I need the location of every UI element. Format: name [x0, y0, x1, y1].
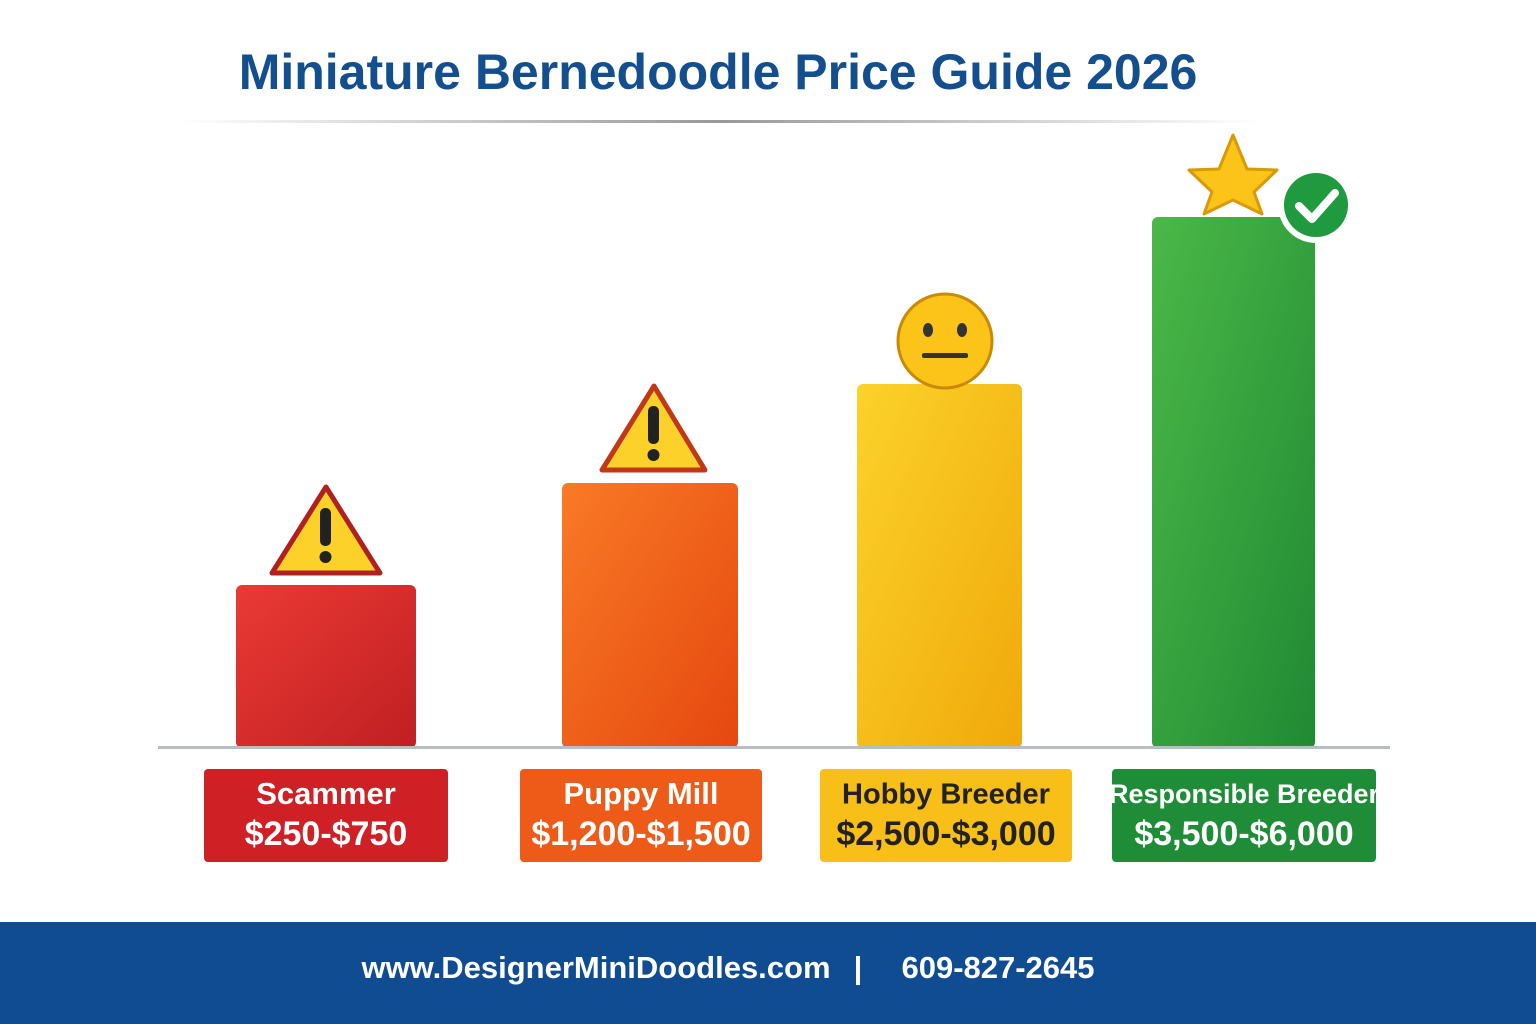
star-icon [1187, 133, 1279, 216]
tier-price: $2,500-$3,000 [836, 815, 1055, 853]
bar [562, 483, 738, 748]
footer-phone: 609-827-2645 [901, 950, 1094, 985]
footer-separator: | [854, 950, 863, 985]
footer-band [0, 922, 1536, 1024]
footer-website: www.DesignerMiniDoodles.com [360, 950, 830, 985]
label-box [820, 769, 1072, 862]
tier-price: $250-$750 [245, 815, 408, 853]
tier-name: Puppy Mill [564, 776, 719, 811]
warning-icon [599, 383, 708, 473]
label-box [1112, 769, 1376, 862]
warning-icon [269, 484, 383, 576]
title: Miniature Bernedoodle Price Guide 2026 [239, 44, 1198, 100]
bar [857, 384, 1022, 748]
tier-name: Responsible Breeder [1109, 779, 1380, 809]
label-box [204, 769, 448, 862]
tier-price: $3,500-$6,000 [1134, 815, 1353, 853]
title-rule [180, 120, 1260, 123]
tier-name: Hobby Breeder [842, 779, 1050, 811]
neutral-face-icon [896, 292, 994, 390]
tier-name: Scammer [256, 776, 396, 811]
tier-price: $1,200-$1,500 [531, 815, 750, 853]
baseline [158, 746, 1390, 749]
bar [236, 585, 416, 748]
label-box [520, 769, 762, 862]
bar [1152, 217, 1315, 748]
check-icon [1278, 167, 1354, 243]
